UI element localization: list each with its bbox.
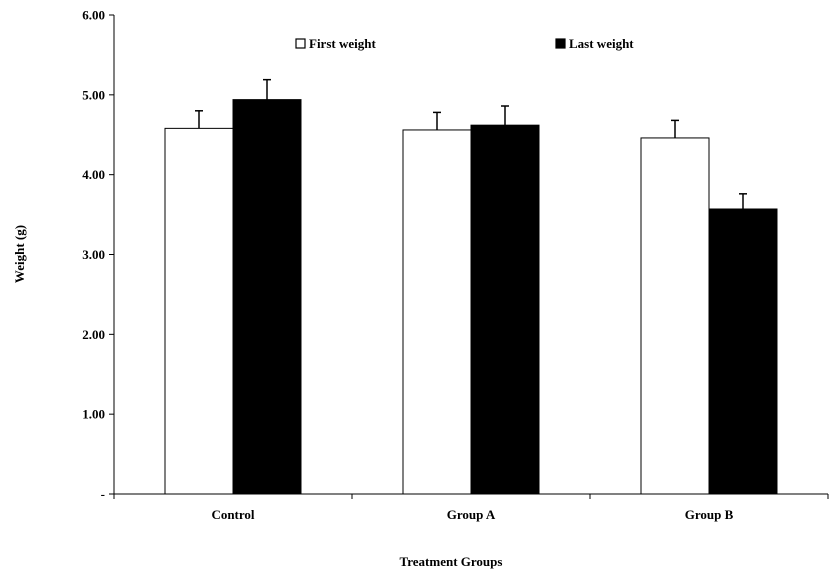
legend-swatch bbox=[555, 38, 566, 49]
y-tick-label: 6.00 bbox=[82, 8, 105, 23]
bar bbox=[402, 129, 472, 495]
bar bbox=[470, 124, 540, 495]
y-tick-label: 5.00 bbox=[82, 87, 105, 102]
bar bbox=[708, 208, 778, 495]
y-tick-label: 1.00 bbox=[82, 407, 105, 422]
y-axis-title: Weight (g) bbox=[12, 225, 27, 283]
y-tick-label: 2.00 bbox=[82, 327, 105, 342]
x-ticks: Control Group A Group B bbox=[113, 494, 829, 522]
x-tick-label: Group B bbox=[685, 507, 734, 522]
y-tick-label: 4.00 bbox=[82, 167, 105, 182]
x-axis-title: Treatment Groups bbox=[400, 554, 503, 569]
plot-area bbox=[164, 78, 778, 495]
y-tick-label: - bbox=[101, 487, 105, 502]
legend: First weight Last weight bbox=[295, 36, 634, 51]
bar bbox=[164, 127, 234, 495]
y-tick-label: 3.00 bbox=[82, 247, 105, 262]
bar bbox=[640, 137, 710, 495]
legend-label: Last weight bbox=[569, 36, 634, 51]
y-ticks: - 1.00 2.00 3.00 4.00 5.00 6.00 bbox=[82, 8, 114, 502]
legend-label: First weight bbox=[309, 36, 376, 51]
x-tick-label: Group A bbox=[447, 507, 496, 522]
x-tick-label: Control bbox=[211, 507, 254, 522]
bar bbox=[232, 99, 302, 495]
legend-swatch bbox=[295, 38, 306, 49]
